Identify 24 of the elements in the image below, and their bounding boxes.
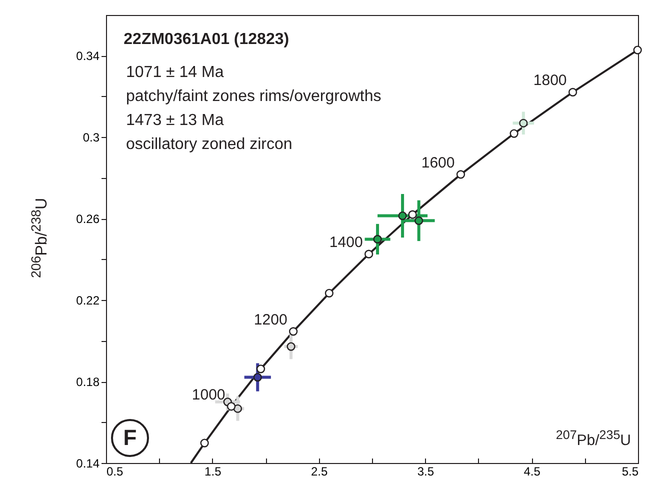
annotation: 1400 [329,234,363,252]
y-tick-label: 0.3 [82,130,100,145]
x-tick-label: 4.5 [524,464,541,478]
annotation: patchy/faint zones rims/overgrowths [126,88,382,105]
x-tick-label: 5.5 [622,464,639,478]
x-axis-title: $^{207}$Pb/$^{235}$U [556,428,631,449]
y-tick-label: 0.22 [76,294,100,308]
x-tick-label: 1.5 [204,464,222,478]
y-tick-label: 0.26 [76,212,100,226]
annotation: oscillatory zoned zircon [126,136,292,153]
annotation: 1800 [533,72,567,90]
x-tick-label: 0.5 [106,464,124,478]
annotation: 1600 [421,154,455,172]
annotation: 1200 [254,311,288,328]
y-tick-label: 0.34 [76,49,100,64]
circle-outline: F [111,419,149,457]
y-tick-label: 0.18 [76,375,100,390]
annotation: 1000 [192,386,226,404]
y-tick-label: 0.14 [76,456,100,470]
annotation: 1071 ± 14 Ma [126,64,224,81]
annotation: 1473 ± 13 Ma [126,112,224,129]
x-tick-label: 2.5 [310,464,328,478]
x-tick-label: 3.5 [417,464,434,478]
text: 22ZM0361A01 (12823) [124,31,290,48]
